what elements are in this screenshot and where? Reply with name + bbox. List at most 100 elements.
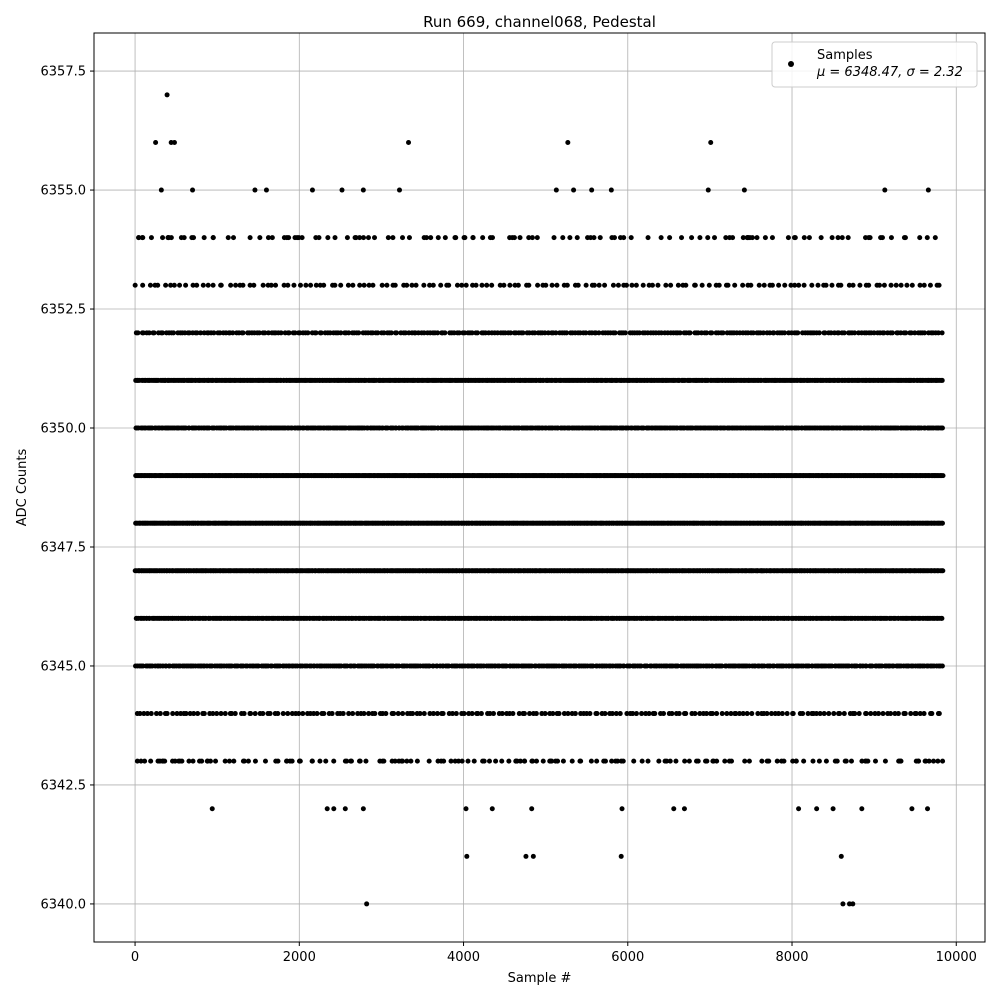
data-point	[790, 758, 796, 764]
data-point	[746, 758, 752, 764]
data-point	[210, 711, 216, 717]
data-point	[395, 711, 401, 717]
data-point	[841, 711, 847, 717]
data-point	[813, 711, 819, 717]
data-point	[450, 711, 456, 717]
data-point	[190, 758, 196, 764]
data-point	[191, 711, 197, 717]
data-point	[163, 282, 169, 288]
data-point	[863, 663, 869, 669]
data-point	[471, 758, 477, 764]
data-point	[676, 711, 682, 717]
data-point	[410, 711, 416, 717]
data-point	[417, 711, 423, 717]
data-point	[709, 711, 715, 717]
data-point	[594, 711, 600, 717]
data-point	[453, 711, 459, 717]
data-point	[260, 711, 266, 717]
data-point	[602, 711, 608, 717]
data-point	[888, 711, 894, 717]
data-point	[917, 711, 923, 717]
data-point	[816, 758, 822, 764]
data-point	[683, 711, 689, 717]
data-point	[939, 615, 945, 621]
data-point	[361, 711, 367, 717]
data-point	[744, 711, 750, 717]
data-point	[859, 758, 865, 764]
data-point	[790, 711, 796, 717]
data-point	[400, 711, 406, 717]
data-point	[300, 711, 306, 717]
data-point	[329, 711, 335, 717]
data-point	[776, 711, 782, 717]
data-point	[936, 711, 942, 717]
data-point	[687, 330, 693, 336]
data-point	[241, 711, 247, 717]
data-point	[742, 758, 748, 764]
data-point	[837, 711, 843, 717]
data-point	[719, 711, 725, 717]
data-point	[646, 711, 652, 717]
data-point	[478, 711, 484, 717]
data-point	[569, 758, 575, 764]
data-point	[617, 711, 623, 717]
data-point	[461, 711, 467, 717]
data-point	[252, 711, 258, 717]
data-point	[810, 758, 816, 764]
data-point	[521, 711, 527, 717]
data-point	[135, 330, 141, 336]
data-point	[733, 711, 739, 717]
data-point	[356, 330, 362, 336]
data-point	[434, 711, 440, 717]
data-point	[631, 758, 637, 764]
data-point	[816, 330, 822, 336]
data-point	[821, 711, 827, 717]
data-point	[856, 711, 862, 717]
data-point	[784, 711, 790, 717]
data-point	[393, 330, 399, 336]
data-point	[148, 758, 154, 764]
data-point	[661, 711, 667, 717]
data-point	[587, 711, 593, 717]
data-point	[880, 711, 886, 717]
data-point	[226, 758, 232, 764]
data-point	[872, 711, 878, 717]
data-point	[823, 758, 829, 764]
data-point	[391, 711, 397, 717]
data-point	[759, 758, 765, 764]
data-point	[656, 758, 662, 764]
data-point	[639, 711, 645, 717]
data-point	[895, 711, 901, 717]
data-point	[475, 711, 481, 717]
data-point	[350, 711, 356, 717]
data-point	[170, 330, 176, 336]
data-point	[527, 711, 533, 717]
data-point	[474, 330, 480, 336]
data-point	[940, 473, 946, 479]
data-point	[902, 711, 908, 717]
data-point	[939, 330, 945, 336]
data-point	[363, 758, 369, 764]
data-point	[939, 425, 945, 431]
data-point	[493, 758, 499, 764]
data-point	[719, 663, 725, 669]
data-point	[155, 282, 161, 288]
data-point	[137, 711, 143, 717]
data-point	[852, 711, 858, 717]
data-point	[863, 711, 869, 717]
data-point	[940, 568, 946, 574]
data-point	[826, 711, 832, 717]
data-point	[157, 711, 163, 717]
data-point	[366, 711, 372, 717]
data-point	[622, 330, 628, 336]
data-point	[183, 711, 189, 717]
data-point	[831, 711, 837, 717]
data-point	[313, 330, 319, 336]
data-point	[248, 711, 254, 717]
data-point	[486, 758, 492, 764]
data-point	[697, 711, 703, 717]
data-point	[728, 711, 734, 717]
data-point	[939, 663, 945, 669]
data-point	[889, 330, 895, 336]
